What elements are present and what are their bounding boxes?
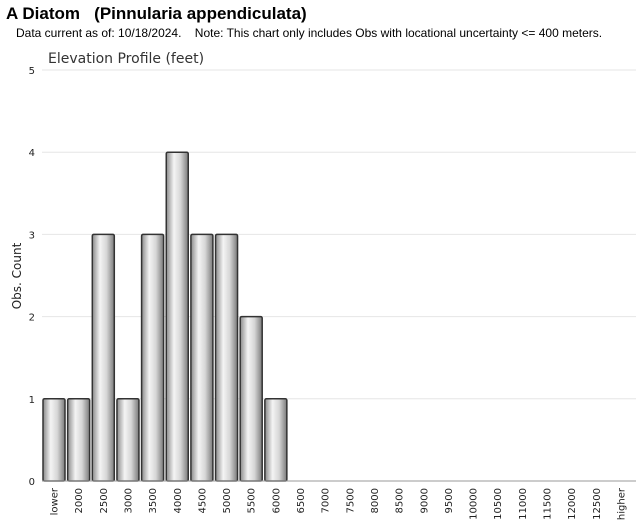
x-tick-label: 10000 [469, 488, 480, 520]
page-title: A Diatom (Pinnularia appendiculata) [6, 4, 307, 23]
x-tick-label: 3500 [148, 488, 159, 513]
bars [42, 151, 288, 482]
x-tick-label: 11000 [518, 488, 529, 520]
x-tick-label: 4500 [197, 488, 208, 513]
x-tick-label: 9500 [444, 488, 455, 513]
y-tick-label: 4 [29, 148, 35, 159]
x-tick-label: lower [50, 487, 61, 515]
y-tick-label: 2 [29, 313, 35, 324]
x-tick-label: 8000 [370, 488, 381, 513]
x-tick-label: 6000 [271, 488, 282, 513]
x-tick-label: 11500 [543, 488, 554, 520]
x-tick-label: 12000 [567, 488, 578, 520]
y-tick-label: 5 [29, 66, 35, 77]
chart-title: Elevation Profile (feet) [48, 51, 204, 67]
bar-3500 [140, 233, 165, 482]
y-tick-label: 3 [29, 230, 35, 241]
x-tick-label: 5500 [247, 488, 258, 513]
bar-3000 [116, 398, 140, 482]
x-tick-label: 6500 [296, 488, 307, 513]
x-tick-label: 4000 [173, 488, 184, 513]
x-tick-label: 8500 [395, 488, 406, 513]
x-tick-label: 12500 [592, 488, 603, 520]
y-axis-title: Obs. Count [10, 242, 24, 309]
x-tick-label: 10500 [493, 488, 504, 520]
x-tick-label: 7000 [321, 488, 332, 513]
bar-2500 [91, 233, 116, 482]
y-tick-label: 0 [29, 477, 35, 488]
y-tick-label: 1 [29, 395, 35, 406]
x-tick-label: 5000 [222, 488, 233, 513]
bar-4500 [190, 233, 214, 482]
x-tick-label: 2000 [74, 488, 85, 513]
data-note: Data current as of: 10/18/2024. Note: Th… [16, 26, 603, 40]
x-tick-label: 2500 [99, 488, 110, 513]
bar-lower [42, 398, 66, 482]
bar-6000 [264, 398, 288, 482]
x-tick-label: 3000 [123, 488, 134, 513]
gridlines [42, 69, 636, 400]
y-tick-labels: 0 1 2 3 4 5 [29, 66, 35, 488]
x-tick-label: higher [616, 487, 627, 520]
bar-4000 [165, 151, 189, 482]
x-tick-label: 7500 [345, 488, 356, 513]
bar-2000 [66, 398, 91, 482]
bar-5000 [214, 233, 239, 482]
x-tick-label: 9000 [419, 488, 430, 513]
x-tick-labels: lower 2000 2500 3000 3500 4000 4500 5000 5500 600… [50, 487, 628, 520]
bar-5500 [239, 315, 263, 482]
